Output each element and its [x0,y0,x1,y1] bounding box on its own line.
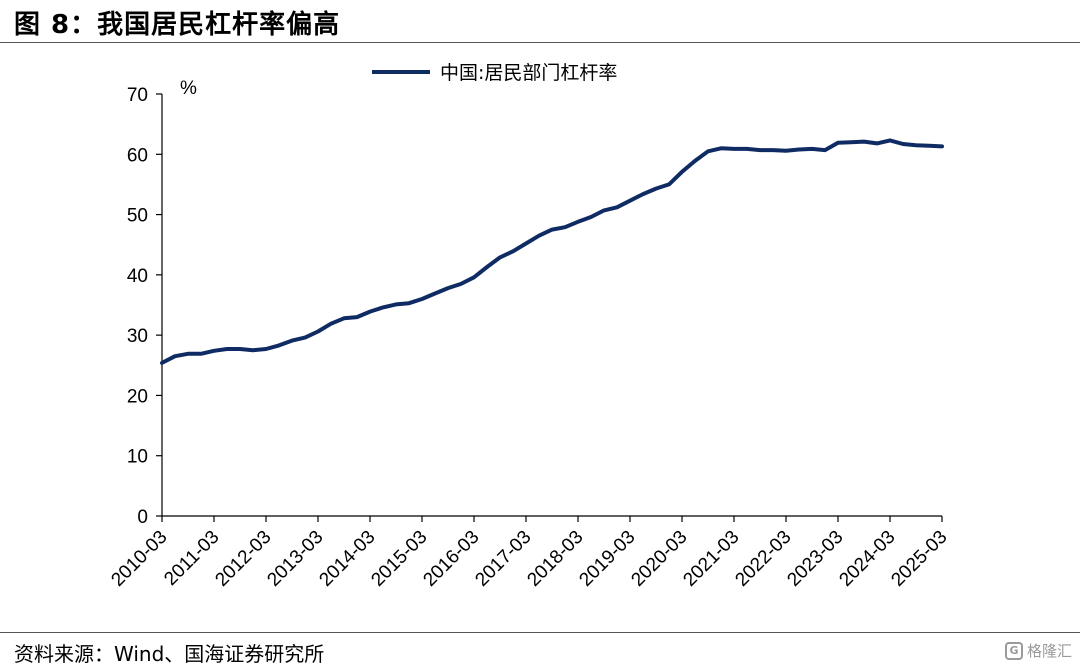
source-note: 资料来源：Wind、国海证券研究所 [14,642,325,666]
y-tick-label: 40 [127,266,148,287]
x-tick-label: 2014-03 [315,527,379,591]
y-tick-labels: 0 10 20 30 40 50 60 70 [127,85,148,528]
footer-divider [0,632,1080,633]
x-tick-label: 2019-03 [575,527,639,591]
y-axis-unit-label: % [180,78,197,99]
y-tick-label: 50 [127,206,148,227]
watermark: G 格隆汇 [1004,640,1072,661]
x-tick-label: 2024-03 [835,527,899,591]
x-tick-label: 2011-03 [160,527,223,590]
watermark-logo-icon: G [1004,641,1023,660]
y-tick-label: 10 [127,447,148,468]
x-tick-label: 2021-03 [679,527,743,591]
x-tick-label: 2018-03 [523,527,587,591]
series-line [160,138,944,365]
x-tick-label: 2012-03 [211,527,275,591]
y-tick-label: 30 [127,326,148,347]
x-tick-label: 2015-03 [367,527,431,591]
y-tick-label: 60 [127,145,148,166]
x-tick-label: 2017-03 [471,527,535,591]
x-tick-label: 2020-03 [627,527,691,591]
x-tick-label: 2016-03 [419,527,483,591]
x-tick-label: 2013-03 [263,527,327,591]
y-tick-label: 0 [137,507,148,528]
figure-title: 图 8：我国居民杠杆率偏高 [14,10,341,40]
y-tick-label: 70 [127,85,148,106]
x-tick-label: 2022-03 [731,527,795,591]
x-tick-label: 2025-03 [887,527,951,591]
chart-axes [156,93,943,522]
y-tick-label: 20 [127,386,148,407]
x-tick-labels: 2010-032011-032012-032013-032014-032015-… [107,527,951,591]
chart-legend: 中国:居民部门杠杆率 [372,62,617,84]
watermark-text: 格隆汇 [1026,642,1072,660]
series-layer [160,138,944,365]
x-tick-label: 2023-03 [783,527,847,591]
legend-label: 中国:居民部门杠杆率 [440,62,617,84]
x-tick-label: 2010-03 [107,527,171,591]
title-divider [0,42,1080,43]
